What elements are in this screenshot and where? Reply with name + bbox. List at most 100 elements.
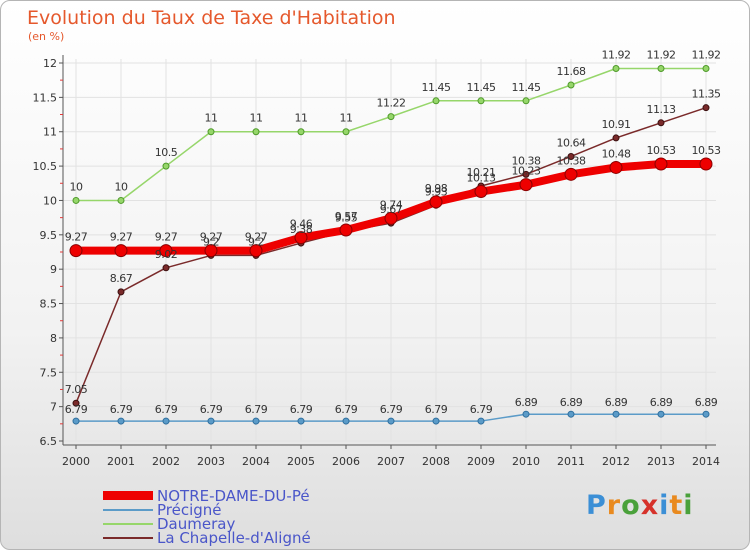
data-point [252,128,260,136]
data-label: 10 [115,180,128,193]
data-point [654,157,668,171]
data-label: 10.38 [557,154,586,167]
data-label: 9.27 [200,231,223,244]
data-label: 10.64 [557,136,586,149]
brand-letter: P [586,490,607,521]
data-label: 11 [295,112,308,125]
data-label: 6.89 [650,396,673,409]
data-label: 9.38 [290,223,313,236]
data-point [657,119,665,127]
data-label: 6.79 [290,403,313,416]
data-point [474,185,488,199]
data-label: 6.89 [560,396,583,409]
x-tick-label: 2014 [692,455,720,468]
data-label: 10.13 [467,172,496,185]
data-label: 9.67 [380,203,403,216]
data-point [162,162,170,170]
brand-letter: i [659,490,670,521]
data-label: 11.22 [377,97,406,110]
legend-swatch [103,508,153,511]
data-label: 11.13 [647,103,676,116]
brand-letter: t [669,490,684,521]
data-label: 6.79 [155,403,178,416]
legend-swatch [103,491,153,500]
legend-swatch [103,522,153,525]
legend-entry: La Chapelle-d'Aligné [103,529,311,547]
data-point [159,244,173,258]
data-point [657,64,665,72]
data-label: 9.93 [425,185,448,198]
data-label: 6.79 [425,403,448,416]
data-point [72,399,80,407]
x-tick-label: 2003 [197,455,225,468]
data-label: 9.27 [65,231,88,244]
y-tick-label: 8 [50,332,57,345]
data-label: 6.89 [695,396,718,409]
data-point [297,128,305,136]
data-label: 9.98 [425,182,448,195]
y-tick-label: 11.5 [33,91,58,104]
data-point [702,64,710,72]
data-point [567,152,575,160]
brand-letter: i [683,490,694,521]
data-label: 10.53 [692,144,721,157]
legend-swatch [103,536,153,539]
data-point [612,134,620,142]
series-3-labels: 7.058.679.029.2 9.29.389.559.679.9310.211… [65,88,722,397]
y-tick-label: 10 [43,194,57,207]
data-point [387,113,395,121]
data-point [117,196,125,204]
data-point [522,97,530,105]
grid-lines [63,59,716,442]
data-label: 11.45 [512,81,541,94]
data-label: 6.89 [605,396,628,409]
x-tick-label: 2013 [647,455,675,468]
data-label: 11.92 [602,48,631,61]
y-tick-label: 8.5 [40,298,58,311]
data-point [207,128,215,136]
data-point [612,64,620,72]
brand-logo: Proxiti [586,490,694,521]
y-tick-label: 12 [43,57,57,70]
x-tick-label: 2006 [332,455,360,468]
y-tick-label: 9 [50,263,57,276]
data-label: 6.89 [515,396,538,409]
data-label: 10 [70,180,83,193]
series-1-labels: 6.79 6.79 6.79 6.79 6.79 6.79 6.79 6.79 6.79 6.79… [65,396,718,416]
data-label: 11 [340,112,353,125]
x-tick-label: 2001 [107,455,135,468]
data-label: 9.2 [248,235,264,248]
x-tick-label: 2005 [287,455,315,468]
brand-letter: o [621,490,641,521]
legend-label: NOTRE-DAME-DU-Pé [157,486,310,505]
data-label: 9.55 [335,211,358,224]
data-point [429,195,443,209]
brand-letter: r [606,490,622,521]
series-2 [72,64,710,204]
data-point [564,167,578,181]
data-label: 10.91 [602,118,631,131]
data-point [519,178,533,192]
data-point [702,104,710,112]
data-point [69,244,83,258]
data-point [567,410,575,418]
data-point [477,417,485,425]
data-label: 11.45 [467,81,496,94]
data-point [657,410,665,418]
series-1 [72,410,710,425]
data-label: 6.79 [110,403,133,416]
data-label: 11.35 [692,88,721,101]
data-label: 6.79 [470,403,493,416]
data-point [117,417,125,425]
data-label: 11.92 [692,48,721,61]
x-tick-label: 2009 [467,455,495,468]
series-2-labels: 10 10 10.5 11 11 11 11 11.22 11.45 11.45 11.45 11.6… [70,48,722,193]
data-label: 10.21 [467,166,496,179]
data-label: 7.05 [65,383,88,396]
legend-entry: NOTRE-DAME-DU-Pé [103,486,310,505]
data-label: 11.45 [422,81,451,94]
data-point [384,211,398,225]
y-axis-ticks: 6.5 7 7.5 8 8.5 9 9.5 10 10.5 11 11.5 12 [33,57,63,448]
